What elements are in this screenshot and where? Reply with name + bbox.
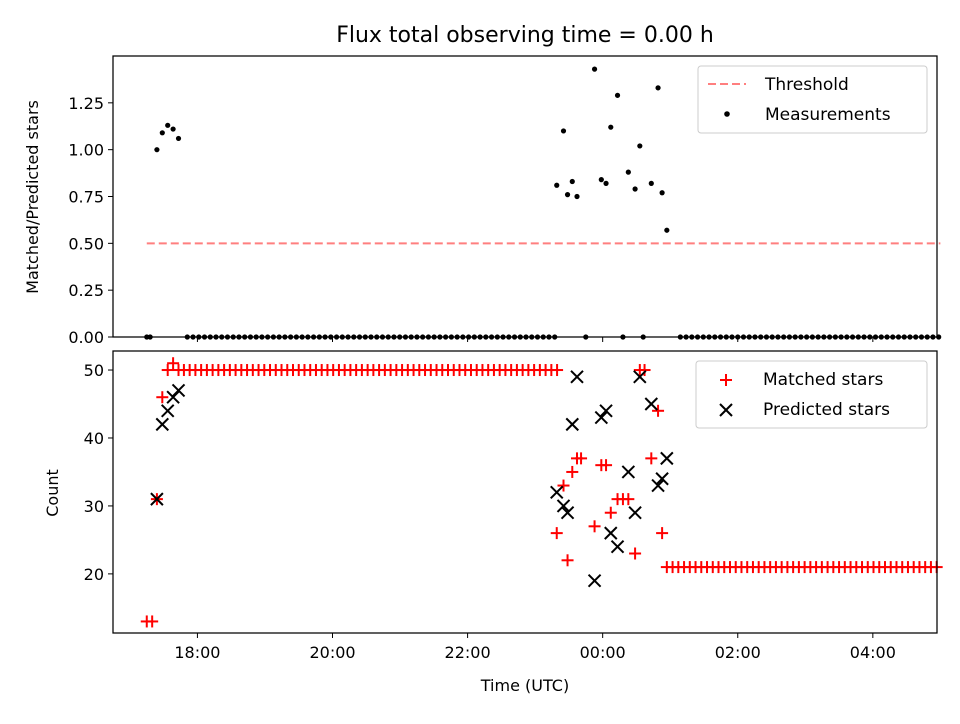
bottom-legend-box	[695, 360, 928, 429]
bottom-y-tick-label: 20	[84, 565, 104, 584]
predicted-star-point	[150, 492, 164, 506]
top-axes-frame	[112, 55, 938, 338]
top-y-tick-label: 1.00	[68, 141, 104, 160]
x-axis-label: Time (UTC)	[480, 676, 569, 695]
x-tick-label: 22:00	[445, 643, 491, 662]
predicted-star-point	[655, 472, 669, 486]
predicted-star-point	[565, 417, 579, 432]
measurement-point	[560, 128, 567, 134]
top-y-tick-label: 0.50	[68, 234, 104, 253]
measurement-point	[564, 192, 571, 198]
predicted-star-point	[621, 465, 636, 479]
matched-star-point	[575, 452, 588, 465]
matched-star-point	[566, 465, 579, 478]
legend-matched-label: Matched stars	[763, 370, 883, 390]
measurement-point	[574, 193, 580, 200]
measurement-point	[170, 126, 176, 132]
measurement-point	[159, 130, 165, 136]
matched-star-point	[622, 493, 635, 506]
measurement-point	[165, 122, 171, 128]
legend-threshold-label: Threshold	[764, 75, 849, 95]
measurement-point	[591, 66, 598, 72]
measurement-point	[598, 177, 604, 183]
measurement-point	[154, 147, 160, 153]
top-y-axis-label: Matched/Predicted stars	[23, 100, 42, 294]
measurement-point	[175, 135, 182, 142]
bottom-y-tick-label: 50	[84, 361, 104, 380]
matched-star-point	[652, 404, 665, 417]
bottom-panel: Count Time (UTC) 20 30 40 50 18:00 20:00 22:00…	[43, 350, 943, 695]
matched-star-point	[146, 615, 159, 628]
matched-star-point	[551, 364, 564, 377]
matched-star-point	[167, 357, 180, 370]
predicted-star-point	[587, 573, 602, 588]
matched-star-point	[656, 527, 669, 540]
measurement-point	[614, 92, 621, 98]
bottom-y-tick-label: 30	[84, 497, 104, 516]
bottom-legend: Matched stars Predicted stars	[695, 360, 928, 429]
predicted-star-point	[550, 485, 564, 500]
legend-measurements-label: Measurements	[765, 105, 891, 125]
predicted-star-point	[570, 370, 584, 384]
top-panel: Flux total observing time = 0.00 h Match…	[23, 23, 942, 347]
matched-star-point	[156, 391, 169, 404]
predicted-star-point	[660, 451, 674, 466]
legend-measurements-swatch	[724, 111, 730, 117]
predicted-star-point	[594, 410, 609, 425]
measurement-point	[655, 85, 661, 91]
measurement-point	[608, 124, 614, 130]
matched-star-point	[588, 520, 601, 533]
bottom-y-tick-label: 40	[84, 429, 104, 448]
matched-star-point	[629, 547, 642, 560]
x-tick-label: 00:00	[580, 643, 626, 662]
top-y-tick-label: 1.25	[68, 94, 104, 113]
measurement-point	[632, 186, 638, 192]
measurement-point	[569, 178, 575, 185]
predicted-star-point	[171, 383, 186, 398]
legend-predicted-swatch	[719, 403, 733, 417]
predicted-star-point	[560, 506, 575, 520]
bottom-axes-frame	[112, 350, 938, 634]
bottom-plot-area: 20 30 40 50 18:00 20:00 22:00 00:00 02:00 04:00	[84, 357, 943, 662]
predicted-star-point	[610, 539, 625, 554]
measurement-point	[554, 182, 560, 188]
matched-star-point	[600, 459, 613, 472]
legend-predicted-label: Predicted stars	[763, 400, 890, 420]
measurement-point	[648, 180, 654, 186]
predicted-star-point	[651, 478, 665, 493]
bottom-y-axis-label: Count	[43, 469, 62, 517]
predicted-star-point	[628, 506, 642, 520]
measurement-point	[625, 169, 631, 175]
measurement-point	[603, 180, 609, 186]
predicted-star-point	[599, 404, 613, 418]
predicted-star-point	[155, 417, 170, 432]
x-tick-label: 20:00	[309, 643, 355, 662]
matched-star-point	[604, 506, 617, 519]
measurement-point	[637, 143, 643, 149]
matched-star-point	[561, 554, 574, 567]
matched-star-point	[645, 452, 658, 465]
matched-star-point	[557, 479, 570, 492]
top-legend-box	[697, 65, 928, 134]
legend-matched-swatch	[720, 374, 732, 386]
matched-star-point	[161, 364, 174, 377]
top-y-tick-label: 0.75	[68, 188, 104, 207]
predicted-star-point	[644, 397, 659, 411]
matched-star-point	[550, 527, 563, 540]
top-legend: Threshold Measurements	[697, 65, 928, 134]
measurement-point	[664, 227, 670, 233]
x-tick-label: 02:00	[715, 643, 761, 662]
measurement-point	[659, 190, 665, 196]
top-y-tick-label: 0.25	[68, 281, 104, 300]
chart-title: Flux total observing time = 0.00 h	[336, 23, 714, 48]
matched-star-point	[638, 364, 651, 377]
predicted-star-point	[161, 404, 175, 418]
x-tick-label: 04:00	[850, 643, 896, 662]
predicted-star-point	[633, 370, 647, 384]
top-y-tick-label: 0.00	[68, 328, 104, 347]
x-tick-label: 18:00	[174, 643, 220, 662]
predicted-star-point	[604, 526, 618, 540]
predicted-star-point	[556, 499, 571, 513]
